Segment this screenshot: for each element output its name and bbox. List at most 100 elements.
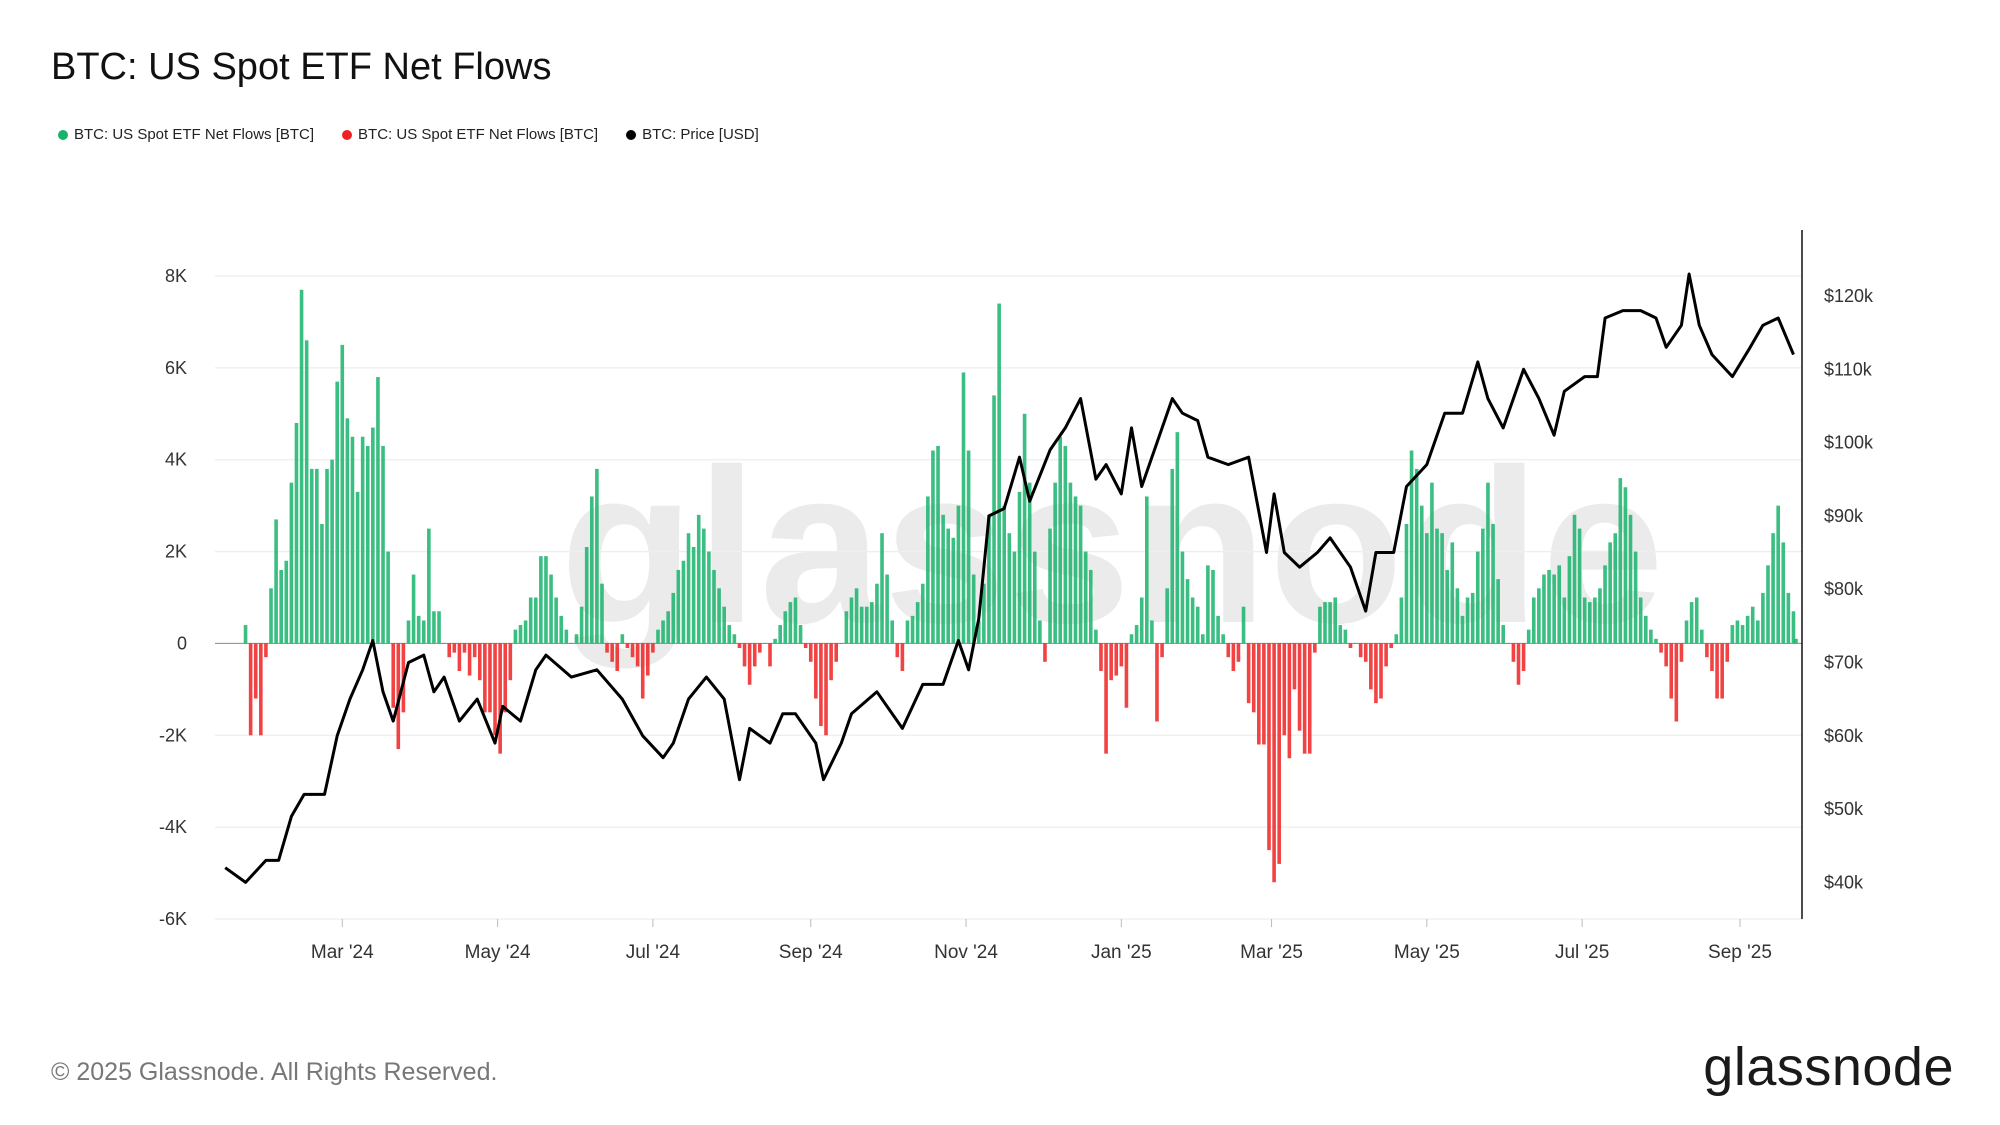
inflow-bar xyxy=(1506,643,1511,644)
inflow-bar xyxy=(1460,615,1465,644)
inflow-bar xyxy=(1526,629,1531,644)
legend-item-price[interactable]: BTC: Price [USD] xyxy=(626,126,759,143)
inflow-bar xyxy=(289,482,294,644)
inflow-bar xyxy=(1165,588,1169,644)
outflow-bar xyxy=(462,643,467,653)
chart-legend: BTC: US Spot ETF Net Flows [BTC] BTC: US… xyxy=(58,126,759,143)
inflow-bar xyxy=(1613,533,1618,644)
inflow-bar xyxy=(839,643,844,644)
inflow-bar xyxy=(539,556,543,644)
legend-item-inflows[interactable]: BTC: US Spot ETF Net Flows [BTC] xyxy=(58,126,314,143)
inflow-bar xyxy=(793,597,798,644)
outflow-bar xyxy=(1516,643,1521,685)
inflow-bar xyxy=(702,528,706,644)
inflow-bar xyxy=(365,445,370,644)
inflow-bar xyxy=(513,629,518,644)
outflow-bar xyxy=(768,643,772,667)
outflow-bar xyxy=(834,643,838,662)
outflow-bar xyxy=(1292,643,1297,690)
inflow-bar xyxy=(1628,514,1633,644)
inflow-bar xyxy=(722,606,726,644)
y-left-tick-label: 0 xyxy=(177,633,187,653)
inflow-bar xyxy=(1150,620,1154,644)
outflow-bar xyxy=(1313,643,1317,653)
y-left-tick-label: 6K xyxy=(165,358,187,378)
y-right-tick-label: $120k xyxy=(1824,286,1874,306)
inflow-bar xyxy=(1094,629,1098,644)
inflow-bar xyxy=(437,611,441,644)
outflow-bar xyxy=(1297,643,1302,731)
inflow-bar xyxy=(1139,597,1144,644)
inflow-bar xyxy=(528,597,533,644)
inflow-bar xyxy=(1684,620,1689,644)
outflow-bar xyxy=(1104,643,1108,754)
inflow-bar xyxy=(1465,597,1470,644)
inflow-bar xyxy=(849,597,854,644)
outflow-bar xyxy=(248,643,253,736)
outflow-bar xyxy=(1664,643,1668,667)
inflow-bar xyxy=(1649,629,1653,644)
inflow-bar xyxy=(406,620,411,644)
inflow-bar xyxy=(671,592,676,644)
outflow-bar xyxy=(1119,643,1124,667)
inflow-bar xyxy=(1430,482,1434,644)
inflow-bar xyxy=(1063,445,1068,644)
outflow-bar xyxy=(1109,643,1113,681)
inflow-bar xyxy=(1404,524,1409,644)
inflow-bar xyxy=(946,528,951,644)
outflow-bar xyxy=(1231,643,1236,671)
legend-label: BTC: Price [USD] xyxy=(642,126,759,143)
inflow-bar xyxy=(1598,588,1602,644)
glassnode-logo: glassnode xyxy=(1703,1037,1954,1097)
outflow-bar xyxy=(808,643,813,662)
inflow-bar xyxy=(1547,569,1551,644)
inflow-bar xyxy=(421,620,426,644)
inflow-bar xyxy=(1216,615,1220,644)
inflow-bar xyxy=(274,519,278,644)
y-right-tick-label: $110k xyxy=(1824,359,1873,379)
inflow-bar xyxy=(549,574,553,644)
inflow-bar xyxy=(1562,597,1567,644)
legend-item-outflows[interactable]: BTC: US Spot ETF Net Flows [BTC] xyxy=(342,126,598,143)
inflow-bar xyxy=(676,569,681,644)
inflow-bar xyxy=(595,468,599,644)
outflow-bar xyxy=(1659,643,1663,653)
inflow-bar xyxy=(880,533,884,644)
outflow-bar xyxy=(1710,643,1714,671)
outflow-bar xyxy=(1160,643,1164,658)
outflow-bar xyxy=(1521,643,1526,671)
legend-label: BTC: US Spot ETF Net Flows [BTC] xyxy=(74,126,315,143)
inflow-bar xyxy=(1491,524,1495,644)
inflow-bar xyxy=(997,303,1001,644)
inflow-bar xyxy=(1394,634,1399,644)
inflow-bar xyxy=(1450,542,1455,644)
inflow-bar xyxy=(1455,588,1460,644)
inflow-bar xyxy=(350,436,355,644)
inflow-bar xyxy=(783,611,788,644)
inflow-bar xyxy=(1531,597,1536,644)
inflow-bar xyxy=(1730,625,1735,644)
inflow-bar xyxy=(1735,620,1740,644)
inflow-bar xyxy=(905,620,910,644)
inflow-bar xyxy=(589,496,594,644)
inflow-bar xyxy=(360,436,365,644)
inflow-bar xyxy=(1435,528,1439,644)
outflow-bar xyxy=(1246,643,1251,704)
inflow-bar xyxy=(686,533,691,644)
inflow-bar xyxy=(966,450,971,644)
inflow-bar xyxy=(910,615,915,644)
inflow-bar xyxy=(1185,579,1190,644)
inflow-bar xyxy=(1058,436,1063,644)
inflow-bar xyxy=(773,638,777,644)
outflow-bar xyxy=(900,643,905,671)
inflow-bar xyxy=(1083,551,1088,644)
inflow-bar xyxy=(386,551,390,644)
inflow-bar xyxy=(427,528,431,644)
price-line xyxy=(224,272,1795,884)
legend-label: BTC: US Spot ETF Net Flows [BTC] xyxy=(358,126,599,143)
outflow-bar xyxy=(477,643,482,681)
outflow-bar xyxy=(758,643,762,653)
outflow-bar xyxy=(640,643,645,699)
inflow-bar xyxy=(1144,496,1149,644)
